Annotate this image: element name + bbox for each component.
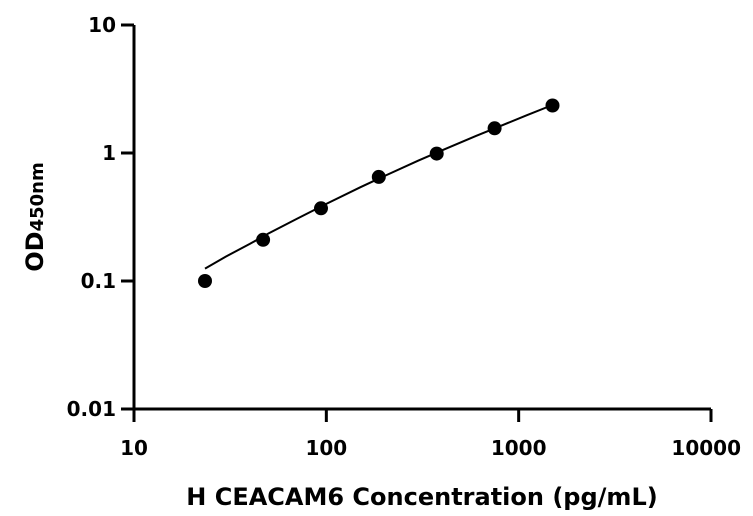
x-tick-label: 1000 xyxy=(491,436,547,460)
data-point xyxy=(371,169,386,184)
x-tick-label: 10 xyxy=(120,436,148,460)
x-tick-label: 10000 xyxy=(671,436,741,460)
axes xyxy=(132,25,711,411)
data-point xyxy=(256,232,271,247)
data-point xyxy=(429,146,444,161)
data-point xyxy=(545,98,560,113)
y-tick-label: 10 xyxy=(88,13,116,37)
y-tick-label: 1 xyxy=(102,141,116,165)
y-axis-title-main: OD xyxy=(21,231,49,271)
data-point xyxy=(198,274,212,288)
y-axis-title-sub: 450nm xyxy=(27,162,48,231)
y-axis-title: OD450nm xyxy=(21,162,49,271)
x-ticks: 10 100 1000 10000 xyxy=(120,409,741,460)
x-tick-label: 100 xyxy=(305,436,347,460)
data-points xyxy=(198,98,560,288)
y-tick-label: 0.1 xyxy=(81,269,116,293)
y-tick-label: 0.01 xyxy=(67,397,116,421)
data-point xyxy=(487,121,502,136)
x-axis-title: H CEACAM6 Concentration (pg/mL) xyxy=(186,483,657,511)
y-ticks: 0.01 0.1 1 10 xyxy=(67,13,134,421)
data-point xyxy=(314,201,328,216)
